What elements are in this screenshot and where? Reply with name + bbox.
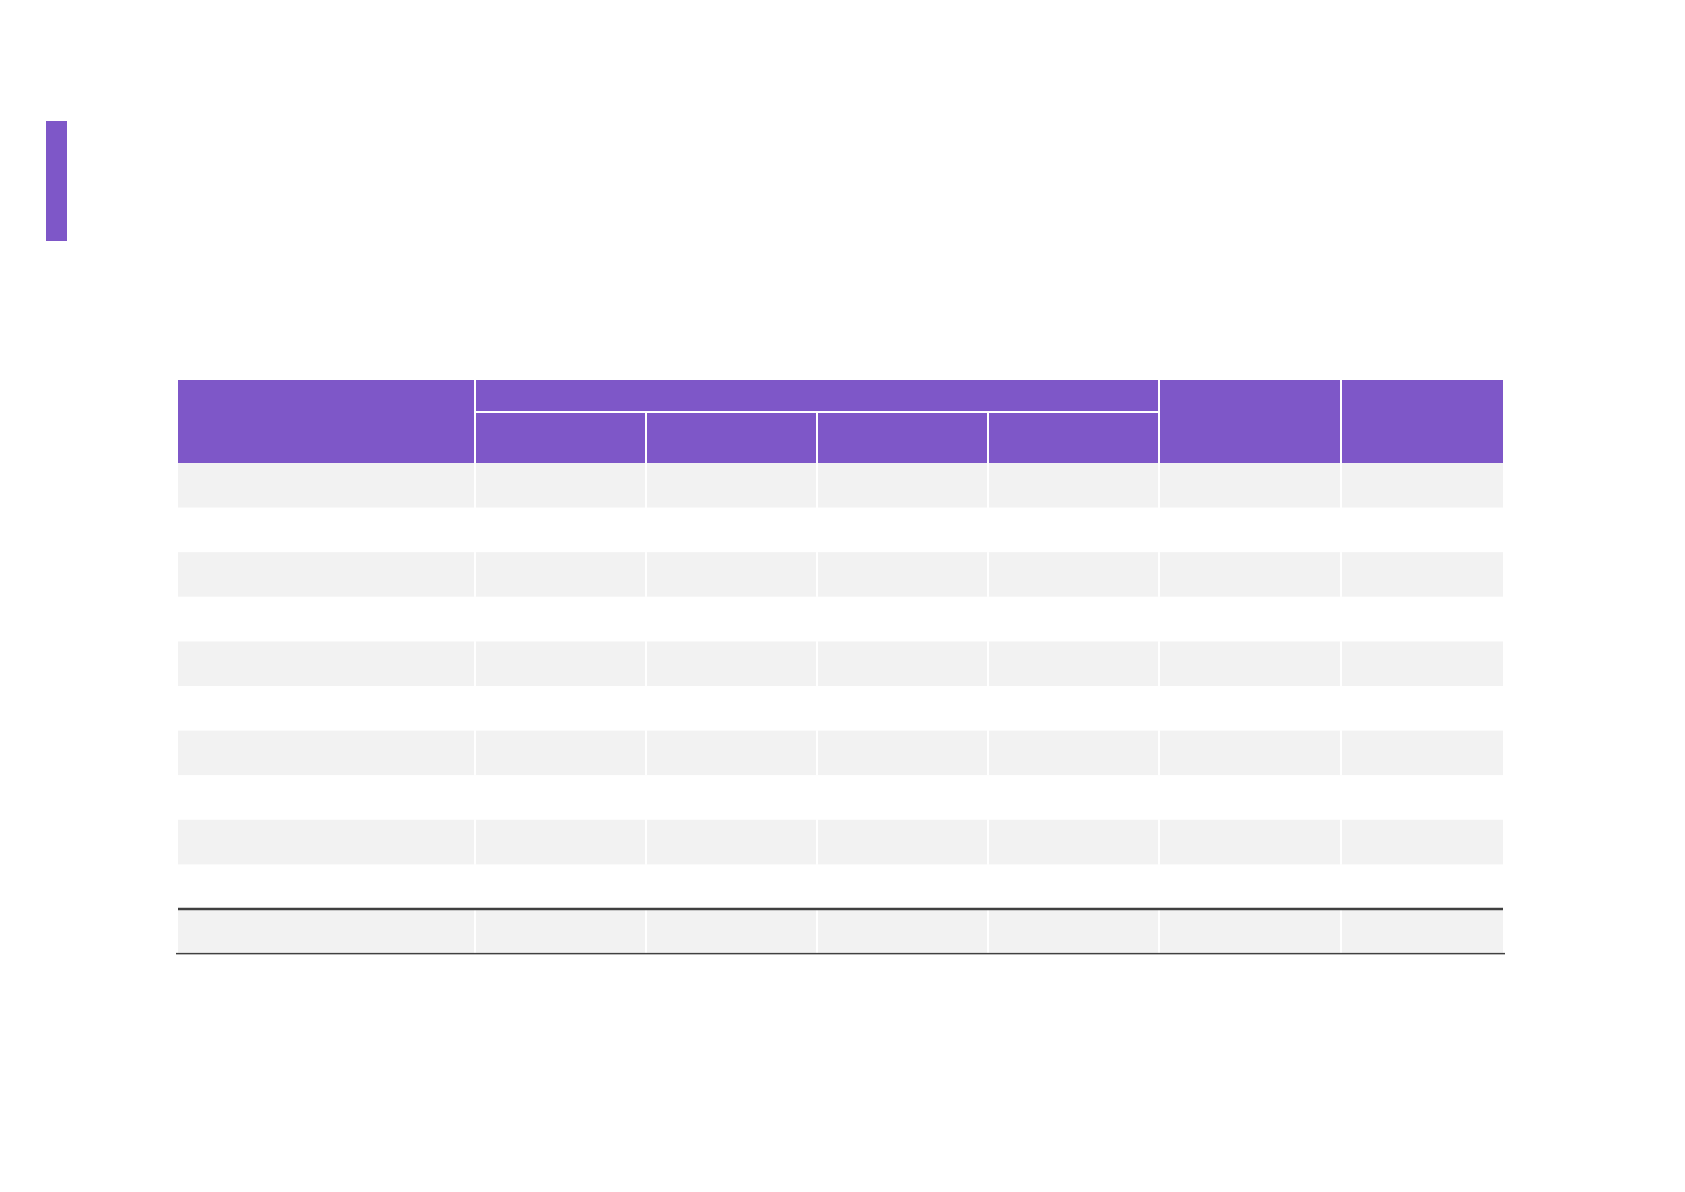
table-row xyxy=(178,686,1503,731)
table-row xyxy=(178,819,1503,865)
table-row xyxy=(178,507,1503,553)
table-row xyxy=(178,909,1503,954)
table xyxy=(176,380,1505,955)
accent-bar xyxy=(46,121,67,241)
table-row xyxy=(178,641,1503,686)
table-row xyxy=(178,864,1503,909)
header-row xyxy=(178,380,1503,463)
table-row xyxy=(178,775,1503,820)
table-row xyxy=(178,730,1503,776)
table-row xyxy=(178,552,1503,597)
table-row xyxy=(178,463,1503,508)
table-row xyxy=(178,596,1503,642)
